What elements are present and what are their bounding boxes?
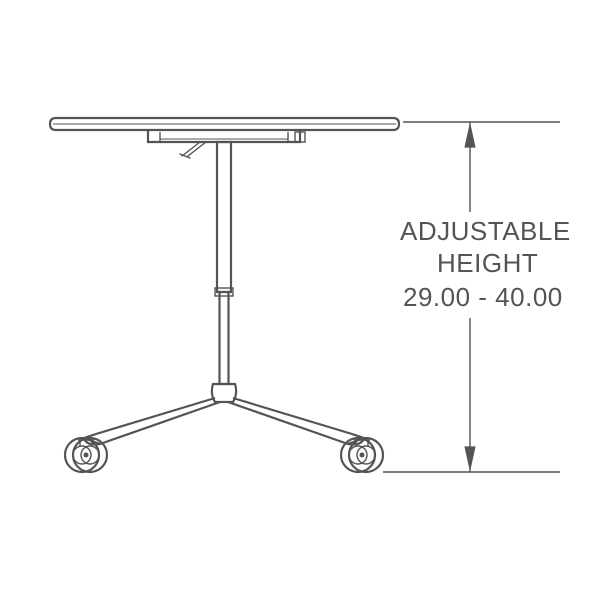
dim-value: 29.00 - 40.00 <box>403 282 563 312</box>
table-dimension-diagram: ADJUSTABLE HEIGHT 29.00 - 40.00 <box>0 0 600 600</box>
dim-label-line2: HEIGHT <box>437 248 538 278</box>
dim-label-line1: ADJUSTABLE <box>400 216 571 246</box>
